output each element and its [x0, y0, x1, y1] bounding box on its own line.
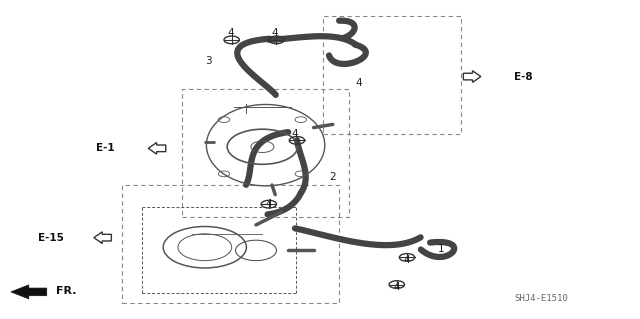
Text: 4: 4 [394, 282, 400, 292]
Text: 4: 4 [227, 28, 234, 39]
Text: 4: 4 [272, 28, 278, 39]
Bar [323, 16, 461, 134]
Bar [122, 185, 339, 303]
Bar [182, 89, 349, 217]
Text: 1: 1 [438, 244, 445, 254]
Text: FR.: FR. [56, 286, 76, 296]
Text: 3: 3 [205, 56, 211, 66]
Text: 4: 4 [291, 129, 298, 139]
Text: E-15: E-15 [38, 233, 64, 243]
Text: 2: 2 [330, 172, 336, 182]
Text: 4: 4 [355, 78, 362, 88]
Text: 4: 4 [404, 255, 410, 265]
Polygon shape [11, 285, 47, 299]
Text: E-1: E-1 [96, 143, 115, 153]
Text: SHJ4-E1510: SHJ4-E1510 [514, 294, 568, 303]
Text: E-8: E-8 [514, 71, 533, 82]
Text: 4: 4 [266, 199, 272, 209]
